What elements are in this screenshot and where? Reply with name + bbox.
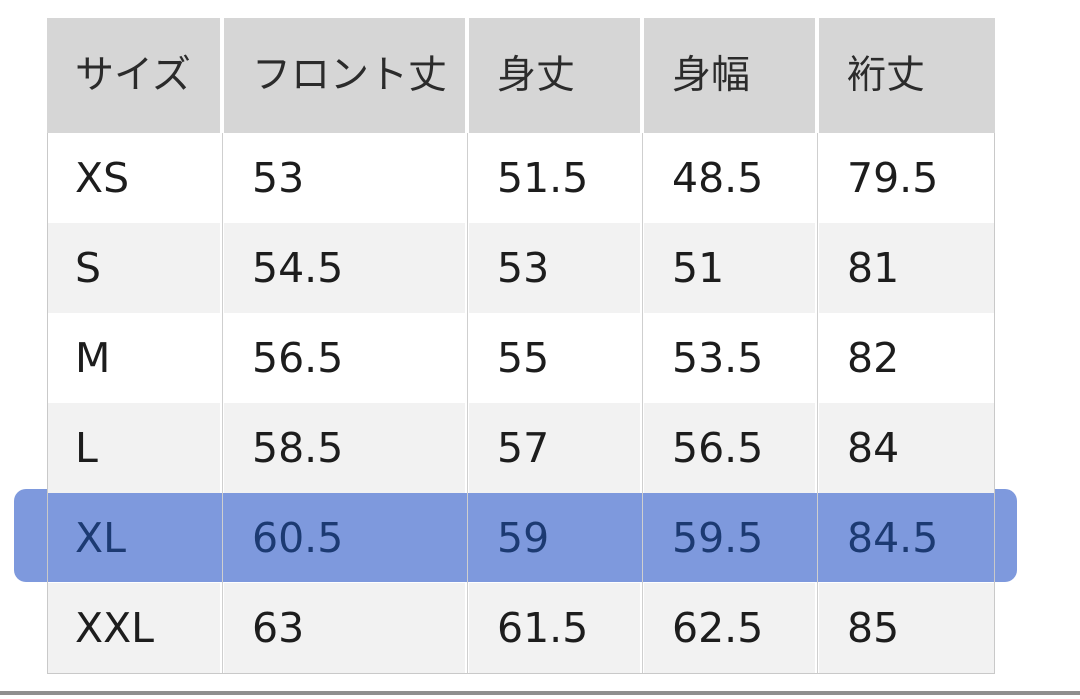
size-cell: XXL: [47, 583, 220, 673]
column-divider: [467, 133, 468, 674]
front-length-cell: 58.5: [220, 403, 465, 493]
front-length-cell: 63: [220, 583, 465, 673]
table-row-m: M 56.5 55 53.5 82: [47, 313, 995, 403]
body-width-cell: 59.5: [672, 514, 764, 562]
body-length-cell: 51.5: [465, 133, 640, 223]
sleeve-length-cell: 84.5: [847, 514, 939, 562]
body-length-cell: 55: [465, 313, 640, 403]
table-header-row: サイズ フロント丈 身丈 身幅 裄丈: [47, 18, 995, 133]
selected-row-highlight: [14, 489, 1017, 582]
table-bottom-border: [47, 673, 995, 674]
column-header-body-length: 身丈: [465, 18, 640, 133]
table-right-border: [994, 133, 995, 674]
sleeve-length-cell: 84: [815, 403, 995, 493]
size-cell: M: [47, 313, 220, 403]
column-header-body-width: 身幅: [640, 18, 815, 133]
table-row-l: L 58.5 57 56.5 84: [47, 403, 995, 493]
column-divider: [222, 133, 223, 674]
column-divider: [817, 133, 818, 674]
front-length-cell: 56.5: [220, 313, 465, 403]
body-width-cell: 51: [640, 223, 815, 313]
table-left-border: [47, 133, 48, 674]
front-length-cell: 53: [220, 133, 465, 223]
body-width-cell: 56.5: [640, 403, 815, 493]
body-width-cell: 48.5: [640, 133, 815, 223]
front-length-cell: 54.5: [220, 223, 465, 313]
size-cell: L: [47, 403, 220, 493]
table-body: XS 53 51.5 48.5 79.5 S 54.5 53 51 81 M 5…: [47, 133, 995, 673]
sleeve-length-cell: 85: [815, 583, 995, 673]
body-length-cell: 57: [465, 403, 640, 493]
sleeve-length-cell: 79.5: [815, 133, 995, 223]
table-row-xs: XS 53 51.5 48.5 79.5: [47, 133, 995, 223]
size-cell: XS: [47, 133, 220, 223]
body-width-cell: 62.5: [640, 583, 815, 673]
body-width-cell: 53.5: [640, 313, 815, 403]
sleeve-length-cell: 82: [815, 313, 995, 403]
size-chart-table: サイズ フロント丈 身丈 身幅 裄丈 XS 53 51.5 48.5 79.5 …: [14, 18, 1017, 674]
body-length-cell: 61.5: [465, 583, 640, 673]
size-cell: XL: [75, 514, 126, 562]
body-length-cell: 53: [465, 223, 640, 313]
table-row-xl: XL 60.5 59 59.5 84.5: [47, 493, 995, 583]
table-row-xxl: XXL 63 61.5 62.5 85: [47, 583, 995, 673]
front-length-cell: 60.5: [252, 514, 344, 562]
sleeve-length-cell: 81: [815, 223, 995, 313]
column-divider: [642, 133, 643, 674]
column-header-front-length: フロント丈: [220, 18, 465, 133]
table-row-s: S 54.5 53 51 81: [47, 223, 995, 313]
size-cell: S: [47, 223, 220, 313]
page-bottom-divider: [0, 691, 1080, 695]
column-header-sleeve-length: 裄丈: [815, 18, 995, 133]
body-length-cell: 59: [497, 514, 550, 562]
column-header-size: サイズ: [47, 18, 220, 133]
